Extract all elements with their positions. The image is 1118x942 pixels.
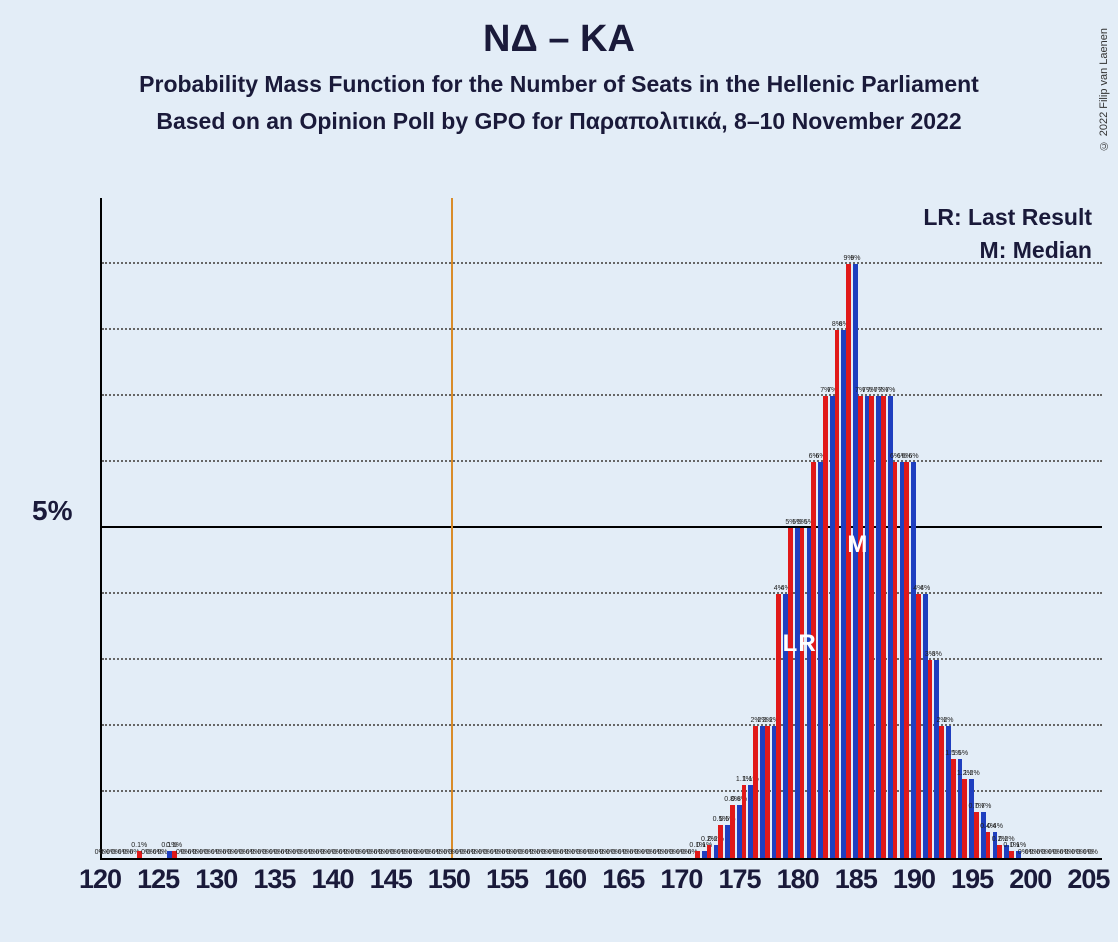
bar-red — [974, 812, 979, 858]
bar-red — [916, 594, 921, 858]
copyright-text: © 2022 Filip van Laenen — [1098, 28, 1110, 151]
x-tick: 190 — [893, 864, 935, 895]
bar-red — [881, 396, 886, 858]
bar-red — [1009, 851, 1014, 858]
bar-red — [986, 832, 991, 858]
gridline — [102, 460, 1102, 462]
bar-red — [718, 825, 723, 858]
x-tick: 150 — [428, 864, 470, 895]
gridline — [102, 394, 1102, 396]
bar-red — [904, 462, 909, 858]
bar-red — [893, 462, 898, 858]
x-tick: 200 — [1009, 864, 1051, 895]
x-tick: 185 — [835, 864, 877, 895]
bar-red — [951, 759, 956, 858]
bar-label-blue: 0.7% — [975, 803, 991, 810]
x-tick: 195 — [951, 864, 993, 895]
gridline — [102, 262, 1102, 264]
m-marker: M — [847, 531, 868, 559]
legend: LR: Last Result M: Median — [923, 204, 1092, 270]
bar-red — [776, 594, 781, 858]
bar-label-blue: 9% — [850, 255, 860, 262]
bar-label-blue: 6% — [909, 453, 919, 460]
bar-red — [858, 396, 863, 858]
bar-red — [800, 528, 805, 858]
x-tick: 175 — [719, 864, 761, 895]
bar-red — [835, 330, 840, 858]
y-axis-label: 5% — [32, 495, 72, 527]
bar-red — [939, 726, 944, 858]
bar-red — [962, 779, 967, 858]
x-axis: 1201251301351401451501551601651701751801… — [100, 864, 1100, 904]
x-tick: 180 — [777, 864, 819, 895]
x-tick: 170 — [660, 864, 702, 895]
bar-red — [742, 785, 747, 858]
x-tick: 205 — [1067, 864, 1109, 895]
gridline — [102, 328, 1102, 330]
reference-vline — [451, 198, 453, 858]
bar-red — [730, 805, 735, 858]
gridline — [102, 526, 1102, 528]
bar-label-blue: 1.2% — [964, 770, 980, 777]
bar-label-blue: 7% — [885, 387, 895, 394]
x-tick: 155 — [486, 864, 528, 895]
x-tick: 165 — [602, 864, 644, 895]
bar-red — [788, 528, 793, 858]
gridline — [102, 724, 1102, 726]
bar-red — [695, 851, 700, 858]
legend-m: M: Median — [923, 237, 1092, 264]
bar-red — [707, 845, 712, 858]
plot-region: LR: Last Result M: Median 5%0%0%0%0%0%0%… — [100, 198, 1102, 860]
bar-label-blue: 2% — [943, 717, 953, 724]
bar-red — [823, 396, 828, 858]
bar-label-blue: 3% — [932, 651, 942, 658]
lr-marker: LR — [783, 630, 817, 658]
bar-label-red: 0% — [1088, 849, 1098, 856]
x-tick: 135 — [253, 864, 295, 895]
x-tick: 145 — [370, 864, 412, 895]
legend-lr: LR: Last Result — [923, 204, 1092, 231]
chart-subtitle-2: Based on an Opinion Poll by GPO for Παρα… — [0, 108, 1118, 135]
x-tick: 120 — [79, 864, 121, 895]
bar-red — [765, 726, 770, 858]
gridline — [102, 658, 1102, 660]
bar-red — [753, 726, 758, 858]
x-tick: 130 — [195, 864, 237, 895]
bar-red — [997, 845, 1002, 858]
bar-label-blue: 0.4% — [987, 823, 1003, 830]
chart-subtitle-1: Probability Mass Function for the Number… — [0, 71, 1118, 98]
x-tick: 160 — [544, 864, 586, 895]
bar-red — [811, 462, 816, 858]
bar-label-blue: 4% — [920, 585, 930, 592]
bar-red — [928, 660, 933, 858]
bar-red — [869, 396, 874, 858]
chart-title: ΝΔ – ΚΑ — [0, 18, 1118, 61]
x-tick: 125 — [137, 864, 179, 895]
gridline — [102, 592, 1102, 594]
x-tick: 140 — [312, 864, 354, 895]
bar-red — [846, 264, 851, 858]
chart-area: LR: Last Result M: Median 5%0%0%0%0%0%0%… — [100, 198, 1100, 858]
bar-label-blue: 1.5% — [952, 750, 968, 757]
